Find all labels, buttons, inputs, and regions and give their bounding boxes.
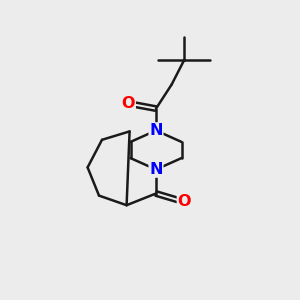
Text: N: N	[149, 162, 163, 177]
Text: N: N	[149, 123, 163, 138]
Text: O: O	[122, 96, 135, 111]
Text: O: O	[178, 194, 191, 209]
